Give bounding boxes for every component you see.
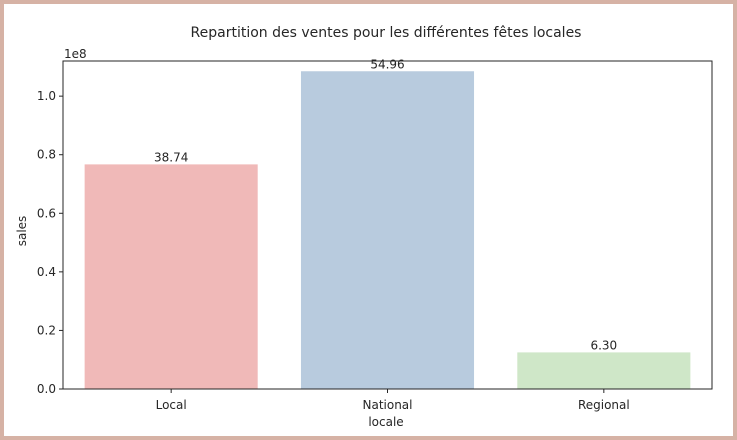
y-axis-label: sales [15, 216, 29, 247]
data-label-regional: 6.30 [590, 338, 617, 352]
bar-regional [517, 352, 691, 389]
y-tick-label: 0.6 [37, 206, 56, 220]
data-label-local: 38.74 [154, 150, 188, 164]
bar-national [300, 71, 475, 389]
y-tick-label: 0.2 [37, 323, 56, 337]
plot-area-frame [62, 60, 713, 390]
y-tick-label: 1.0 [37, 89, 56, 103]
y-tick-label: 0.4 [37, 265, 56, 279]
y-tick-label: 0.0 [37, 382, 56, 396]
bar-local [84, 164, 258, 389]
x-tick-label-national: National [362, 398, 412, 412]
y-offset-label: 1e8 [64, 47, 87, 61]
data-label-national: 54.96 [370, 57, 404, 71]
x-axis-label: locale [368, 415, 403, 429]
x-tick-label-regional: Regional [578, 398, 630, 412]
y-tick-label: 0.8 [37, 148, 56, 162]
chart-title: Repartition des ventes pour les différen… [191, 25, 582, 41]
x-tick-label-local: Local [156, 398, 187, 412]
